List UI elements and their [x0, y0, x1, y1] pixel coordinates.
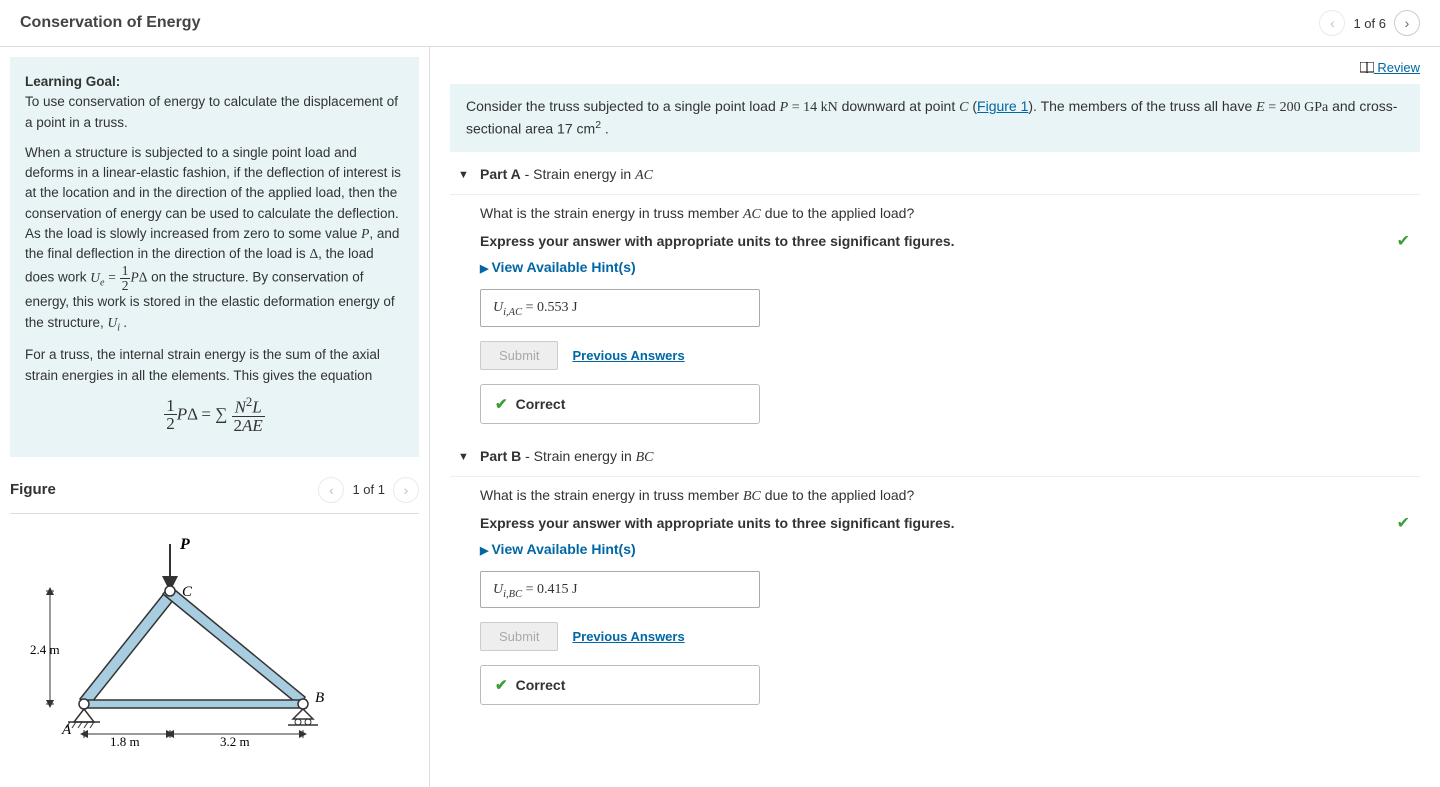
svg-text:B: B	[315, 690, 324, 706]
problem-intro: Consider the truss subjected to a single…	[450, 84, 1420, 152]
svg-text:P: P	[179, 536, 190, 553]
figure-nav: ‹ 1 of 1 ›	[318, 477, 419, 503]
part-a-body: ✔ What is the strain energy in truss mem…	[450, 195, 1420, 434]
check-icon: ✔	[495, 395, 508, 413]
part-b-submit-row: Submit Previous Answers	[480, 622, 1420, 651]
triangle-right-icon: ▶	[480, 263, 488, 275]
part-b-submit-button[interactable]: Submit	[480, 622, 558, 651]
page-title: Conservation of Energy	[20, 14, 200, 32]
learning-para-2: For a truss, the internal strain energy …	[25, 345, 404, 386]
svg-text:C: C	[182, 584, 193, 600]
part-a-answer-box: Ui,AC = 0.553 J	[480, 289, 760, 327]
learning-goal-label: Learning Goal:	[25, 74, 120, 89]
page-nav: ‹ 1 of 6 ›	[1319, 10, 1420, 36]
learning-equation: 12PΔ = ∑ N2L2AE	[25, 396, 404, 434]
part-a-submit-row: Submit Previous Answers	[480, 341, 1420, 370]
figure-header: Figure ‹ 1 of 1 ›	[10, 467, 419, 514]
figure-link[interactable]: Figure 1	[977, 98, 1028, 114]
part-a-previous-answers-link[interactable]: Previous Answers	[572, 348, 684, 363]
chevron-right-icon: ›	[1405, 15, 1410, 31]
figure-body: P C B A	[10, 514, 419, 777]
truss-diagram: P C B A	[30, 534, 330, 754]
review-link-row: Review	[450, 47, 1420, 84]
part-b-instructions: Express your answer with appropriate uni…	[480, 515, 1420, 531]
chevron-left-icon: ‹	[1330, 15, 1335, 31]
part-a-submit-button[interactable]: Submit	[480, 341, 558, 370]
caret-down-icon: ▼	[458, 451, 469, 463]
page-header: Conservation of Energy ‹ 1 of 6 ›	[0, 0, 1440, 47]
learning-goal-box: Learning Goal: To use conservation of en…	[10, 57, 419, 457]
check-icon: ✔	[1397, 513, 1410, 533]
part-b-body: ✔ What is the strain energy in truss mem…	[450, 477, 1420, 716]
part-a-hints-toggle[interactable]: ▶View Available Hint(s)	[480, 259, 1420, 275]
svg-text:A: A	[61, 722, 72, 738]
figure-title: Figure	[10, 481, 56, 498]
figure-counter: 1 of 1	[352, 482, 385, 497]
part-a-header[interactable]: ▼ Part A - Strain energy in AC	[450, 152, 1420, 195]
book-icon	[1360, 61, 1374, 76]
part-b-hints-toggle[interactable]: ▶View Available Hint(s)	[480, 541, 1420, 557]
caret-down-icon: ▼	[458, 169, 469, 181]
right-column: Review Consider the truss subjected to a…	[430, 47, 1440, 787]
part-b-answer-box: Ui,BC = 0.415 J	[480, 571, 760, 609]
part-b-previous-answers-link[interactable]: Previous Answers	[572, 629, 684, 644]
check-icon: ✔	[495, 676, 508, 694]
left-column: Learning Goal: To use conservation of en…	[0, 47, 430, 787]
learning-para-1: When a structure is subjected to a singl…	[25, 143, 404, 336]
part-b-question: What is the strain energy in truss membe…	[480, 487, 1420, 505]
svg-text:2.4 m: 2.4 m	[30, 642, 60, 657]
figure-next-button[interactable]: ›	[393, 477, 419, 503]
prev-page-button[interactable]: ‹	[1319, 10, 1345, 36]
part-b-feedback-correct: ✔ Correct	[480, 665, 760, 705]
learning-goal-text: To use conservation of energy to calcula…	[25, 94, 398, 129]
triangle-right-icon: ▶	[480, 545, 488, 557]
chevron-right-icon: ›	[404, 482, 409, 498]
part-a-instructions: Express your answer with appropriate uni…	[480, 233, 1420, 249]
page-counter: 1 of 6	[1353, 16, 1386, 31]
next-page-button[interactable]: ›	[1394, 10, 1420, 36]
part-a-feedback-correct: ✔ Correct	[480, 384, 760, 424]
review-link[interactable]: Review	[1360, 60, 1420, 75]
chevron-left-icon: ‹	[329, 482, 334, 498]
svg-text:1.8 m: 1.8 m	[110, 734, 140, 749]
part-a-question: What is the strain energy in truss membe…	[480, 205, 1420, 223]
check-icon: ✔	[1397, 231, 1410, 251]
figure-prev-button[interactable]: ‹	[318, 477, 344, 503]
part-b-header[interactable]: ▼ Part B - Strain energy in BC	[450, 434, 1420, 477]
svg-text:3.2 m: 3.2 m	[220, 734, 250, 749]
